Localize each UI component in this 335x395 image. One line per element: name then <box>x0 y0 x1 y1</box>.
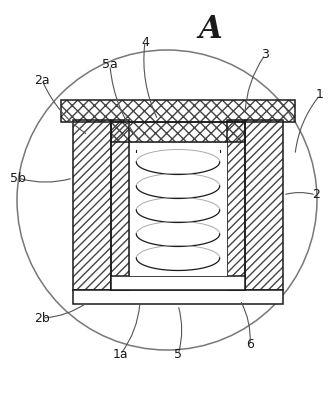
Text: A: A <box>198 15 222 45</box>
Bar <box>111 122 245 142</box>
Bar <box>73 120 111 290</box>
Bar <box>245 120 283 290</box>
Bar <box>111 122 245 142</box>
Bar <box>129 142 227 276</box>
Bar <box>111 120 129 290</box>
Text: 2b: 2b <box>34 312 50 325</box>
Bar <box>227 120 245 290</box>
Bar <box>245 120 283 290</box>
Text: 4: 4 <box>141 36 149 49</box>
Text: 5a: 5a <box>102 58 118 71</box>
Text: 1a: 1a <box>112 348 128 361</box>
Bar <box>61 100 295 122</box>
Bar <box>111 120 129 290</box>
Text: 6: 6 <box>246 339 254 352</box>
Text: 1: 1 <box>316 88 324 102</box>
Bar <box>73 120 111 290</box>
Text: 2: 2 <box>312 188 320 201</box>
Bar <box>73 290 283 304</box>
Text: 5: 5 <box>174 348 182 361</box>
Bar <box>227 120 245 290</box>
Text: 2a: 2a <box>34 73 50 87</box>
Text: 5b: 5b <box>10 171 26 184</box>
Bar <box>61 100 295 122</box>
Text: 3: 3 <box>261 49 269 62</box>
Bar <box>111 276 245 290</box>
